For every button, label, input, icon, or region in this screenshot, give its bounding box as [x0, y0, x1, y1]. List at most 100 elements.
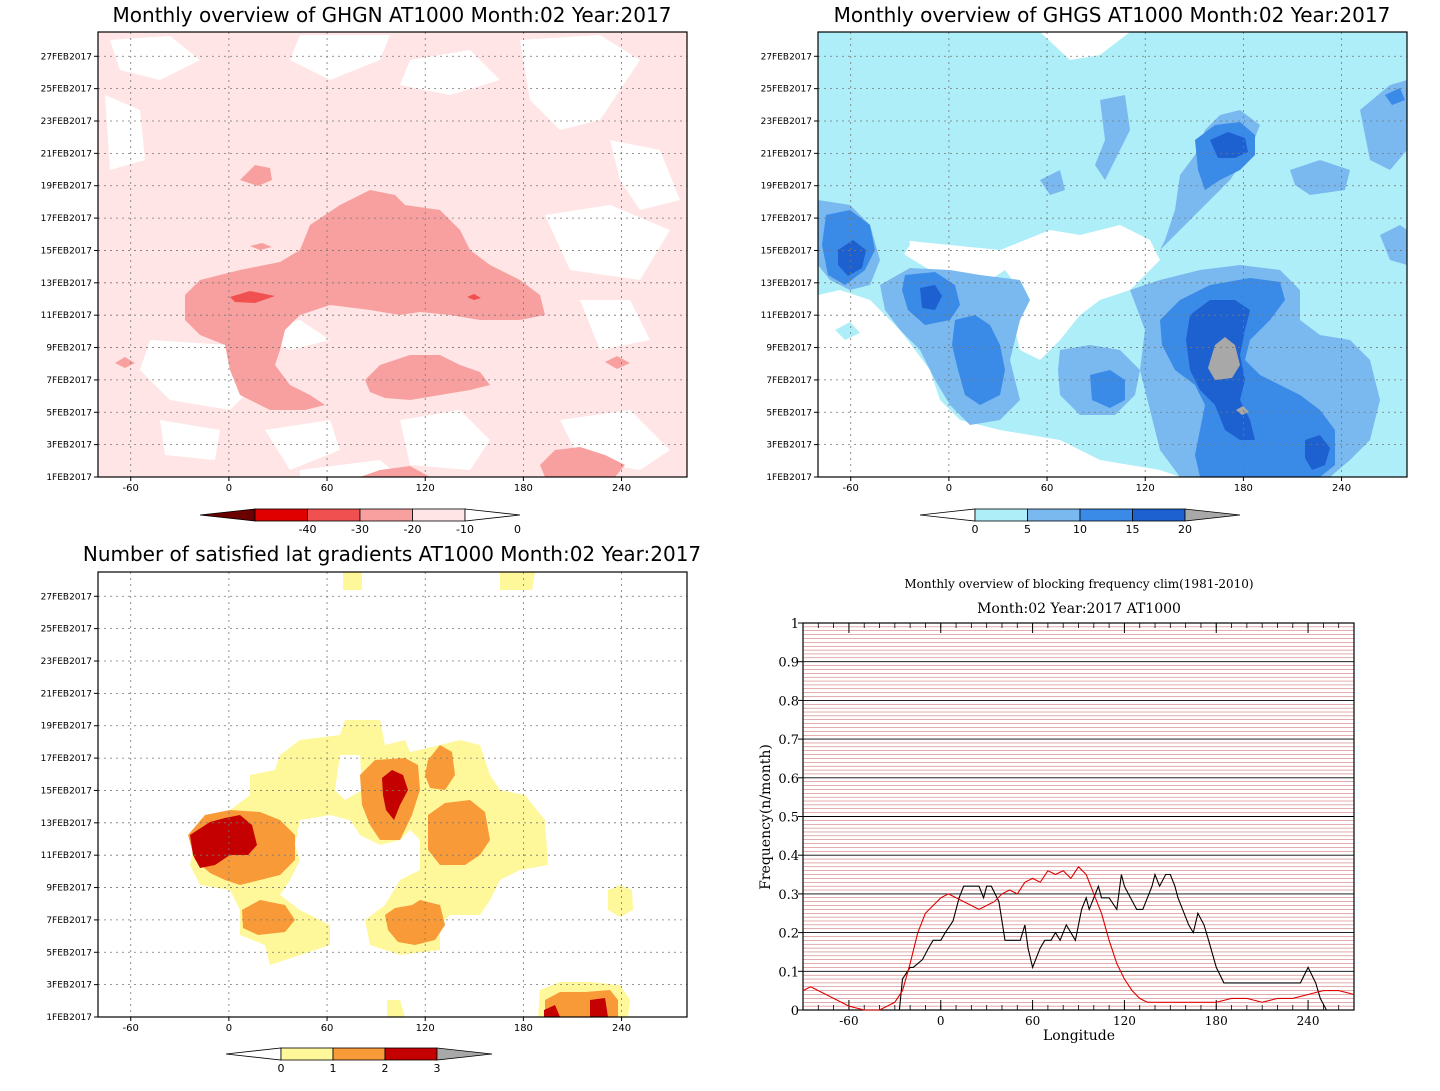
line-plot-area: 0 0.1 0.2 0.3 0.4 0.5 0.6 0.7 0.8 0.9 1 -60 0 60 120 18… [778, 617, 1355, 1028]
y-tick-label: 1FEB2017 [766, 473, 812, 483]
x-tick-label: 240 [612, 483, 631, 494]
x-tick-label: 0 [937, 1014, 945, 1028]
colorbar-lat-gradients: 0 1 2 3 [225, 1047, 493, 1075]
colorbar-tick-label: 10 [1073, 523, 1087, 536]
colorbar-segment [412, 508, 466, 522]
y-tick-label: 23FEB2017 [41, 117, 92, 127]
y-tick-label: 0 [791, 1004, 799, 1019]
colorbar-tick-label: -30 [351, 523, 369, 536]
y-tick-label: 1FEB2017 [46, 473, 92, 483]
x-tick-label: 180 [1205, 1014, 1228, 1028]
x-tick-label: 120 [416, 483, 435, 494]
y-tick-label: 7FEB2017 [46, 916, 92, 926]
y-tick-label: 21FEB2017 [41, 149, 92, 159]
x-tick-label: 120 [1113, 1014, 1136, 1028]
colorbar-segment [280, 1047, 334, 1061]
x-tick-label: -60 [843, 483, 859, 494]
line-chart-xlabel: Longitude [1043, 1028, 1115, 1044]
y-tick-label: 3FEB2017 [46, 441, 92, 451]
colorbar-tick-label: 15 [1126, 523, 1140, 536]
colorbar-over-triangle [464, 508, 521, 522]
y-tick-label: 19FEB2017 [761, 182, 812, 192]
y-tick-label: 17FEB2017 [41, 754, 92, 764]
y-tick-label: 21FEB2017 [41, 689, 92, 699]
colorbar-tick-label: -10 [456, 523, 474, 536]
y-tick-label: 0.8 [778, 694, 799, 709]
y-tick-label: 0.2 [778, 927, 799, 942]
panel-ghgs-field [818, 32, 1407, 477]
x-tick-label: 60 [321, 1023, 334, 1034]
colorbar-segment [359, 508, 413, 522]
series-line-1 [802, 865, 1355, 1011]
colorbar-segment [1079, 508, 1133, 522]
y-tick-label: 3FEB2017 [46, 981, 92, 991]
y-tick-label: 11FEB2017 [41, 311, 92, 321]
colorbar-tick-label: 20 [1178, 523, 1192, 536]
y-tick-label: 27FEB2017 [41, 592, 92, 602]
y-tick-label: 11FEB2017 [41, 851, 92, 861]
y-tick-label: 9FEB2017 [766, 344, 812, 354]
panel-lat-gradients-field [98, 572, 687, 1017]
x-tick-label: 0 [226, 483, 232, 494]
x-tick-label: 60 [1025, 1014, 1040, 1028]
x-tick-label: 60 [321, 483, 334, 494]
line-chart-ylabel: Frequency(n/month) [758, 744, 774, 890]
colorbar-segment [254, 508, 308, 522]
line-chart-subtitle: Month:02 Year:2017 AT1000 [977, 601, 1181, 617]
y-tick-label: 0.6 [778, 772, 799, 787]
x-tick-label: 120 [416, 1023, 435, 1034]
y-tick-label: 0.9 [778, 656, 799, 671]
colorbar-over-triangle [1184, 508, 1241, 522]
plot-frame [802, 622, 1355, 1011]
y-tick-label: 23FEB2017 [761, 117, 812, 127]
y-tick-label: 0.5 [778, 811, 799, 826]
x-tick-label: -60 [123, 483, 139, 494]
colorbar-segment [1027, 508, 1081, 522]
x-tick-label: 180 [514, 483, 533, 494]
colorbar-segment [332, 1047, 386, 1061]
y-tick-label: 0.1 [778, 965, 799, 980]
colorbar-under-triangle [199, 508, 256, 522]
y-tick-label: 15FEB2017 [761, 246, 812, 256]
panel-lat-gradients: Number of satisfied lat gradients AT1000… [41, 542, 702, 1034]
y-tick-label: 1 [791, 617, 799, 632]
y-tick-label: 13FEB2017 [761, 279, 812, 289]
colorbar-under-triangle [225, 1047, 282, 1061]
x-tick-label: 240 [1297, 1014, 1320, 1028]
y-tick-label: 15FEB2017 [41, 246, 92, 256]
x-tick-label: 120 [1136, 483, 1155, 494]
y-tick-label: 5FEB2017 [46, 948, 92, 958]
panel-ghgn-title: Monthly overview of GHGN AT1000 Month:02… [113, 3, 672, 27]
y-tick-label: 27FEB2017 [41, 52, 92, 62]
y-tick-label: 0.4 [778, 849, 799, 864]
colorbar-ghgn: -40 -30 -20 -10 0 [199, 508, 521, 536]
y-tick-label: 13FEB2017 [41, 819, 92, 829]
panel-blocking-frequency: Monthly overview of blocking frequency c… [758, 577, 1355, 1044]
series-line-0 [803, 872, 1354, 1011]
y-tick-label: 9FEB2017 [46, 884, 92, 894]
panel-lat-gradients-title: Number of satisfied lat gradients AT1000… [83, 542, 701, 566]
colorbar-tick-label: 5 [1024, 523, 1031, 536]
colorbar-segment [1132, 508, 1186, 522]
colorbar-segment [974, 508, 1028, 522]
y-tick-label: 7FEB2017 [766, 376, 812, 386]
panel-ghgs: Monthly overview of GHGS AT1000 Month:02… [761, 3, 1408, 494]
x-tick-label: 240 [612, 1023, 631, 1034]
colorbar-tick-label: 0 [972, 523, 979, 536]
colorbar-tick-label: 2 [382, 1062, 389, 1075]
colorbar-segment [384, 1047, 438, 1061]
y-tick-label: 17FEB2017 [41, 214, 92, 224]
y-tick-label: 27FEB2017 [761, 52, 812, 62]
x-tick-label: 0 [946, 483, 952, 494]
y-tick-label: 0.7 [778, 733, 799, 748]
y-tick-label: 23FEB2017 [41, 657, 92, 667]
colorbar-ghgs: 0 5 10 15 20 [919, 508, 1241, 536]
colorbar-tick-label: 0 [278, 1062, 285, 1075]
y-tick-label: 5FEB2017 [766, 408, 812, 418]
x-tick-label: 240 [1332, 483, 1351, 494]
y-tick-label: 13FEB2017 [41, 279, 92, 289]
y-tick-label: 25FEB2017 [41, 85, 92, 95]
y-tick-label: 17FEB2017 [761, 214, 812, 224]
x-tick-label: 0 [226, 1023, 232, 1034]
